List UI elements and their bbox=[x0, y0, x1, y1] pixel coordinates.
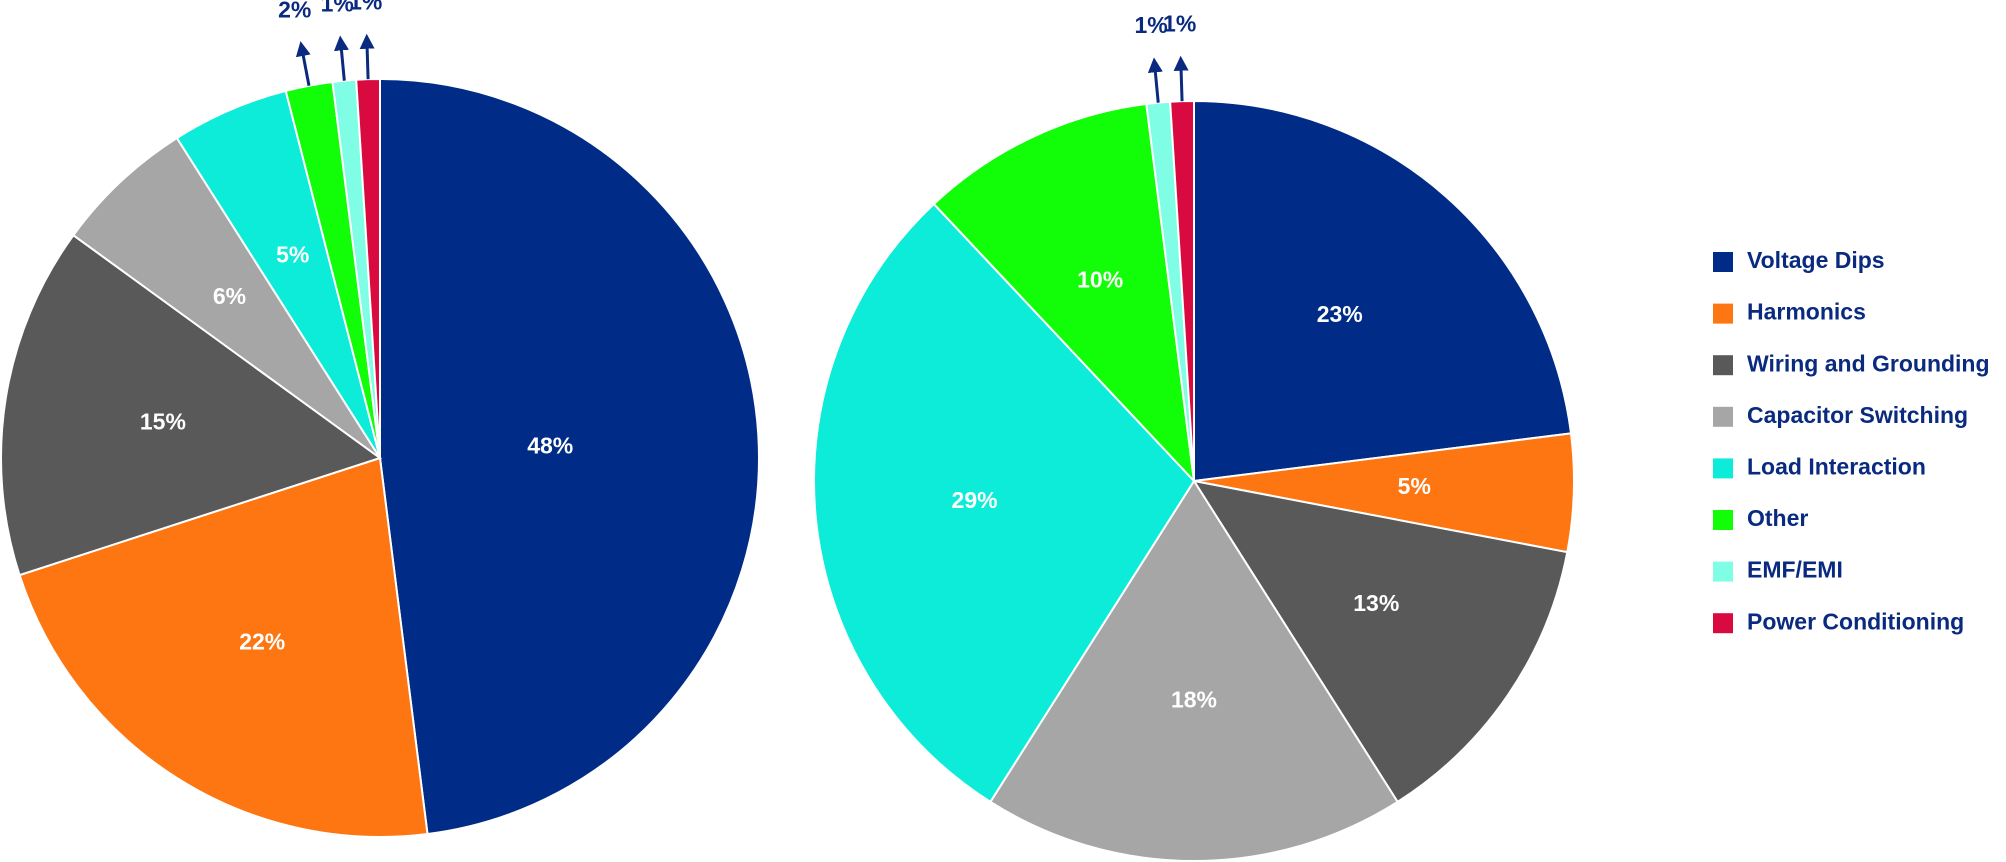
legend-label: Voltage Dips bbox=[1747, 247, 1885, 273]
label-arrow bbox=[359, 33, 375, 80]
data-label: 2% bbox=[278, 0, 311, 22]
data-label: 29% bbox=[952, 487, 998, 513]
label-arrow bbox=[295, 41, 311, 86]
label-arrow bbox=[334, 35, 349, 81]
legend-label: Load Interaction bbox=[1747, 453, 1926, 479]
pie-slice bbox=[989, 479, 1399, 862]
data-label: 18% bbox=[1171, 686, 1217, 712]
legend-swatch bbox=[1713, 510, 1733, 530]
legend-swatch bbox=[1713, 613, 1733, 634]
pie-slice bbox=[1169, 99, 1195, 482]
label-arrow bbox=[1173, 55, 1189, 102]
pie-slice bbox=[1193, 99, 1573, 483]
legend-swatch bbox=[1713, 458, 1733, 479]
legend-label: Harmonics bbox=[1747, 299, 1866, 325]
data-label: 1% bbox=[1134, 12, 1167, 38]
data-label: 1% bbox=[321, 0, 354, 16]
data-label: 23% bbox=[1317, 301, 1363, 327]
legend-label: Power Conditioning bbox=[1747, 608, 1964, 634]
data-label: 22% bbox=[239, 629, 285, 655]
legend-swatch bbox=[1713, 252, 1733, 272]
legend-label: Wiring and Grounding bbox=[1747, 350, 1990, 376]
legend-label: EMF/EMI bbox=[1747, 557, 1843, 583]
data-label: 1% bbox=[349, 0, 382, 15]
legend-swatch bbox=[1713, 303, 1733, 324]
pie-slice bbox=[355, 77, 381, 459]
label-arrow bbox=[1147, 57, 1163, 103]
legend-swatch bbox=[1713, 355, 1733, 376]
data-label: 5% bbox=[1398, 473, 1431, 499]
legend-label: Capacitor Switching bbox=[1747, 402, 1968, 428]
data-label: 6% bbox=[213, 283, 246, 309]
pie-slice bbox=[71, 136, 381, 459]
data-label: 15% bbox=[140, 409, 186, 435]
data-label: 48% bbox=[527, 432, 573, 458]
pie-slice bbox=[1191, 479, 1569, 804]
pie-slice bbox=[0, 233, 383, 577]
pie-slice bbox=[813, 202, 1196, 804]
pie-slice bbox=[379, 77, 760, 836]
legend-swatch bbox=[1713, 561, 1733, 582]
data-label: 13% bbox=[1353, 590, 1399, 616]
legend-swatch bbox=[1713, 406, 1733, 427]
legend-label: Other bbox=[1747, 505, 1808, 531]
pie-slice bbox=[18, 456, 429, 838]
data-label: 5% bbox=[276, 241, 309, 267]
pie-slice bbox=[932, 102, 1196, 484]
data-label: 1% bbox=[1163, 10, 1196, 36]
data-label: 10% bbox=[1077, 267, 1123, 293]
